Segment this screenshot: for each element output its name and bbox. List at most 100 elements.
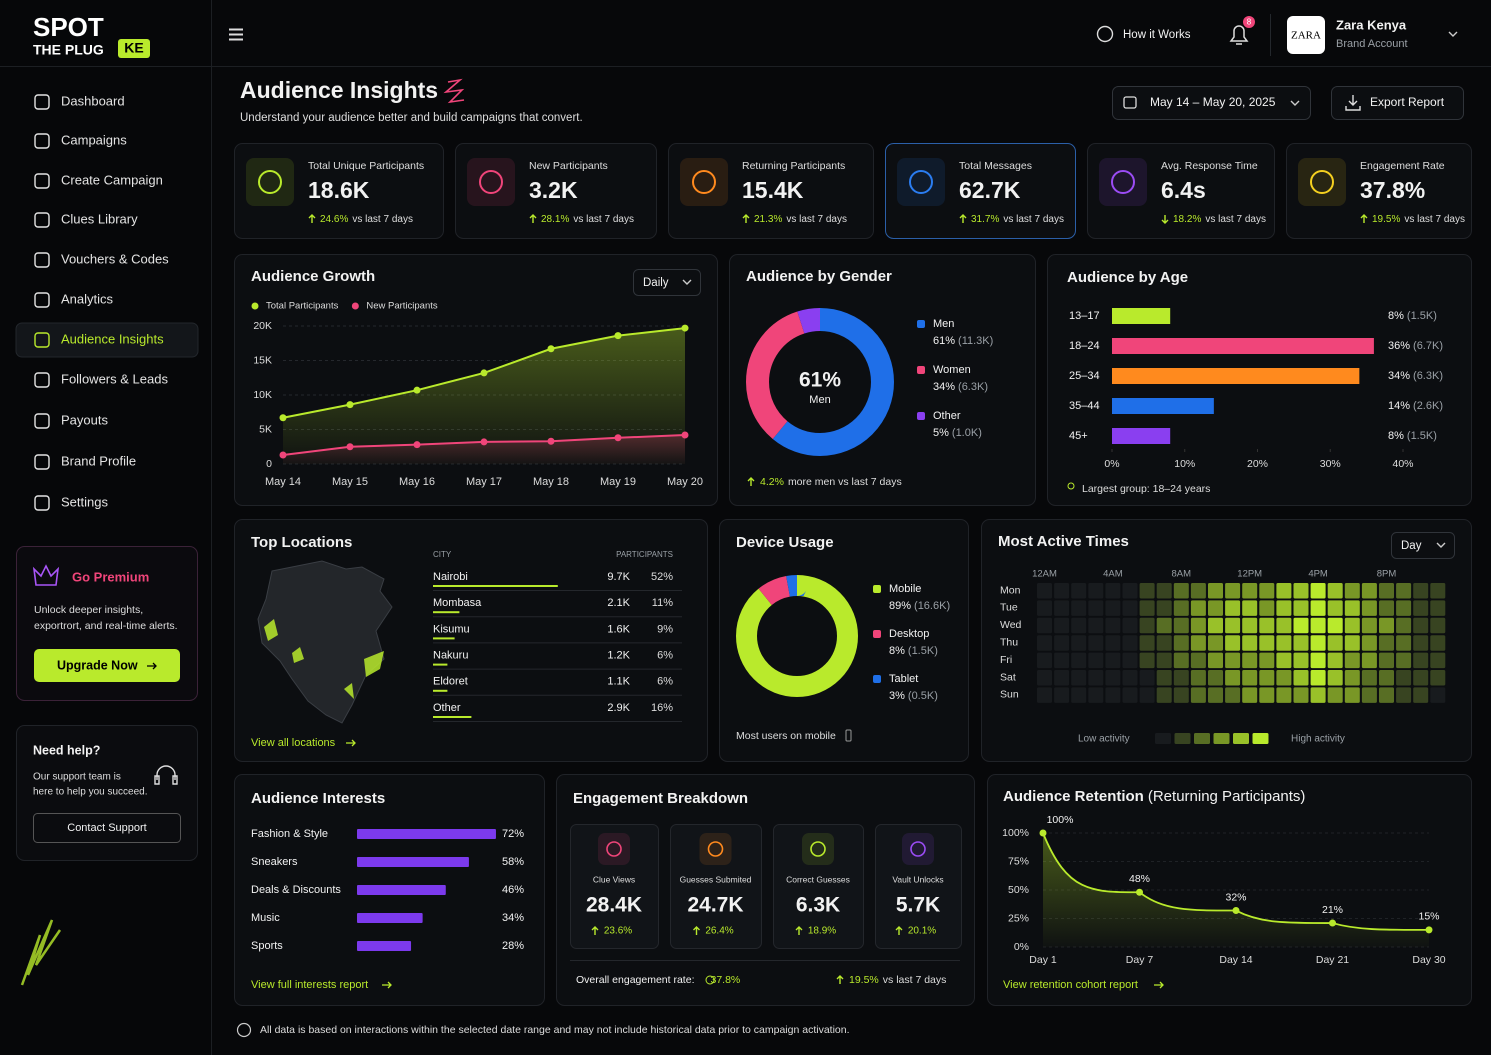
kpi-change: 24.6% vs last 7 days [320, 214, 413, 225]
kpi-change: 28.1% vs last 7 days [541, 214, 634, 225]
metric-background [670, 824, 762, 949]
share-bar [433, 637, 455, 640]
link-arrow [147, 662, 157, 670]
kpi-compare: vs last 7 days [786, 214, 847, 225]
nav-item[interactable]: Dashboard [61, 93, 125, 108]
metric-icon-background [598, 833, 630, 865]
kpi-icon-background [1099, 158, 1147, 206]
nav-item[interactable]: Audience Insights [61, 331, 164, 346]
heat-cell [1259, 600, 1275, 616]
heat-cell [1413, 687, 1429, 703]
legend-swatch [1252, 733, 1269, 744]
heat-cell [1379, 687, 1394, 703]
hour-label: 4AM [1103, 569, 1123, 580]
legend-swatch [1233, 733, 1249, 744]
bar [357, 885, 446, 895]
target-icon [705, 975, 715, 985]
kpi-icon-background [467, 158, 515, 206]
age-note: Largest group: 18–24 years [1082, 483, 1210, 495]
heat-cell [1361, 670, 1377, 686]
heat-cell [1276, 617, 1292, 634]
legend-count: (1.5K) [908, 645, 938, 657]
nav-item[interactable]: Vouchers & Codes [61, 251, 169, 266]
export-label[interactable]: Export Report [1370, 95, 1445, 109]
category-label: Deals & Discounts [251, 884, 341, 896]
period-label[interactable]: Day [1401, 540, 1422, 552]
date-picker[interactable] [1112, 86, 1311, 120]
nav-item[interactable]: Payouts [61, 412, 108, 427]
legend-label: Men [933, 318, 954, 330]
nav-item[interactable]: Clues Library [61, 211, 138, 226]
bell-icon[interactable] [1229, 25, 1249, 45]
category-label: 45+ [1069, 430, 1088, 442]
kpi-change: 21.3% vs last 7 days [754, 214, 847, 225]
period-dropdown[interactable] [1391, 532, 1455, 559]
upgrade-button-label[interactable]: Upgrade Now [57, 658, 138, 672]
heat-cell [1071, 652, 1087, 669]
heat-cell [1293, 600, 1309, 616]
point-label: 21% [1322, 904, 1343, 916]
heat-cell [1208, 652, 1223, 669]
legend-count: (0.5K) [908, 690, 938, 702]
nav-item[interactable]: Create Campaign [61, 172, 163, 187]
legend-percent: 89% [889, 600, 911, 612]
contact-button[interactable] [33, 813, 181, 843]
day-label: Sat [1000, 671, 1016, 683]
metric-change: 18.9% [808, 926, 836, 937]
category-label: Sports [251, 940, 283, 952]
city-share: 9% [657, 623, 673, 635]
heat-cell [1361, 652, 1377, 669]
upgrade-button[interactable] [34, 649, 180, 682]
metric-icon [707, 841, 724, 857]
contact-button-label[interactable]: Contact Support [67, 822, 147, 834]
heat-cell [1105, 635, 1121, 651]
x-tick-label: May 19 [600, 476, 636, 488]
kpi-change-value: 18.2% [1173, 214, 1201, 225]
heat-cell [1173, 635, 1189, 651]
heat-cell [1361, 583, 1377, 599]
nav-item[interactable]: Brand Profile [61, 453, 136, 468]
kpi-card: Returning Participants 15.4K 21.3% vs last … [668, 143, 874, 239]
date-range[interactable]: May 14 – May 20, 2025 [1150, 95, 1276, 109]
heat-cell [1088, 583, 1104, 599]
heat-cell [1054, 652, 1070, 669]
menu-button[interactable] [229, 28, 243, 41]
heat-cell [1122, 617, 1138, 634]
heat-cell [1344, 687, 1360, 703]
nav-item[interactable]: Settings [61, 494, 108, 509]
heat-cell [1190, 583, 1206, 599]
heat-cell [1037, 583, 1052, 599]
y-tick-label: 5K [259, 423, 272, 435]
period-dropdown[interactable] [633, 269, 701, 296]
heat-cell [1190, 670, 1206, 686]
view-link[interactable]: View full interests report [251, 979, 368, 991]
export-button[interactable] [1331, 86, 1464, 120]
heat-cell [1310, 652, 1326, 669]
card-title: Most Active Times [998, 533, 1129, 550]
bar-value: 14% [1388, 400, 1410, 412]
trend-arrow [836, 975, 844, 984]
heat-cell [1225, 635, 1241, 651]
period-label[interactable]: Daily [643, 277, 669, 289]
heat-cell [1276, 635, 1292, 651]
heat-cell [1327, 600, 1343, 616]
view-link[interactable]: View all locations [251, 737, 336, 749]
nav-icon [34, 372, 50, 388]
heat-cell [1225, 600, 1241, 616]
x-tick-label: 30% [1320, 458, 1341, 470]
point [1039, 829, 1047, 837]
avatar-text: ZARA [1291, 30, 1321, 42]
kpi-icon-background [897, 158, 945, 206]
x-tick-label: Day 30 [1412, 954, 1445, 966]
heat-cell [1208, 670, 1223, 686]
bar-label: 34% [502, 912, 524, 924]
overall-rate: Overall engagement rate: 37.8% [576, 974, 740, 986]
nav-item[interactable]: Campaigns [61, 132, 127, 147]
nav-item[interactable]: Analytics [61, 291, 114, 306]
how-it-works[interactable]: How it Works [1123, 29, 1191, 41]
nav-item[interactable]: Followers & Leads [61, 371, 168, 386]
legend-percent: 8% [889, 645, 905, 657]
heat-cell [1396, 635, 1412, 651]
kpi-label: Total Unique Participants [308, 160, 424, 172]
view-link[interactable]: View retention cohort report [1003, 979, 1138, 991]
